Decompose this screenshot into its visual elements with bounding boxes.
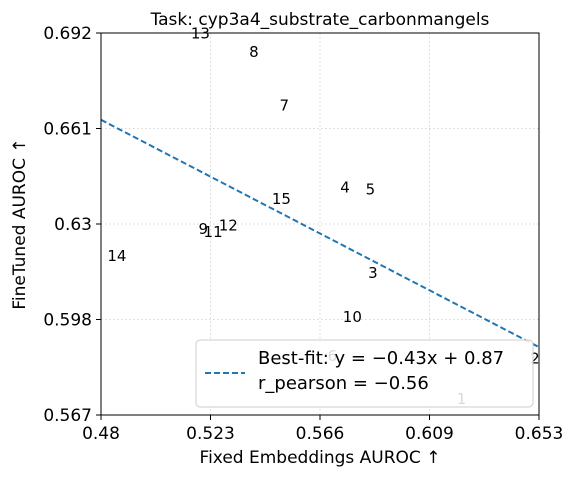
point-label: 14: [107, 247, 126, 265]
x-tick-label: 0.653: [515, 424, 564, 444]
point-label: 13: [191, 25, 210, 43]
point-label: 7: [279, 97, 289, 115]
y-tick-label: 0.598: [43, 311, 92, 331]
point-label: 2: [530, 350, 540, 368]
fit-line-layer: [100, 118, 540, 349]
x-axis-ticks: 0.48 0.523 0.566 0.609 0.653: [82, 415, 563, 444]
x-tick-label: 0.523: [186, 424, 235, 444]
point-label: 3: [368, 264, 378, 282]
best-fit-line: [100, 118, 540, 349]
y-tick-label: 0.567: [43, 406, 92, 426]
point-label: 8: [249, 43, 259, 61]
x-axis-label: Fixed Embeddings AUROC ↑: [200, 448, 441, 468]
x-tick-label: 0.566: [296, 424, 345, 444]
legend-box: [195, 339, 534, 408]
point-label: 9: [198, 220, 208, 238]
point-label: 15: [272, 190, 291, 208]
point-label: 10: [343, 308, 362, 326]
point-label: 4: [340, 179, 350, 197]
y-tick-label: 0.661: [43, 120, 92, 140]
point-label: 5: [366, 181, 376, 199]
chart-title: Task: cyp3a4_substrate_carbonmangels: [150, 10, 490, 30]
legend-fit-text: Best-fit: y = −0.43x + 0.87: [258, 348, 504, 369]
y-tick-label: 0.63: [54, 215, 92, 235]
x-tick-label: 0.48: [82, 424, 120, 444]
point-label: 11: [204, 223, 223, 241]
y-axis-label: FineTuned AUROC ↑: [10, 138, 30, 309]
legend: Best-fit: y = −0.43x + 0.87 r_pearson = …: [195, 339, 534, 408]
x-tick-label: 0.609: [405, 424, 454, 444]
y-axis-ticks: 0.567 0.598 0.63 0.661 0.692: [43, 24, 101, 426]
point-label: 12: [219, 217, 238, 235]
legend-r-text: r_pearson = −0.56: [258, 373, 429, 394]
points-layer: 123456789101112131415: [107, 25, 539, 408]
y-tick-label: 0.692: [43, 24, 92, 44]
